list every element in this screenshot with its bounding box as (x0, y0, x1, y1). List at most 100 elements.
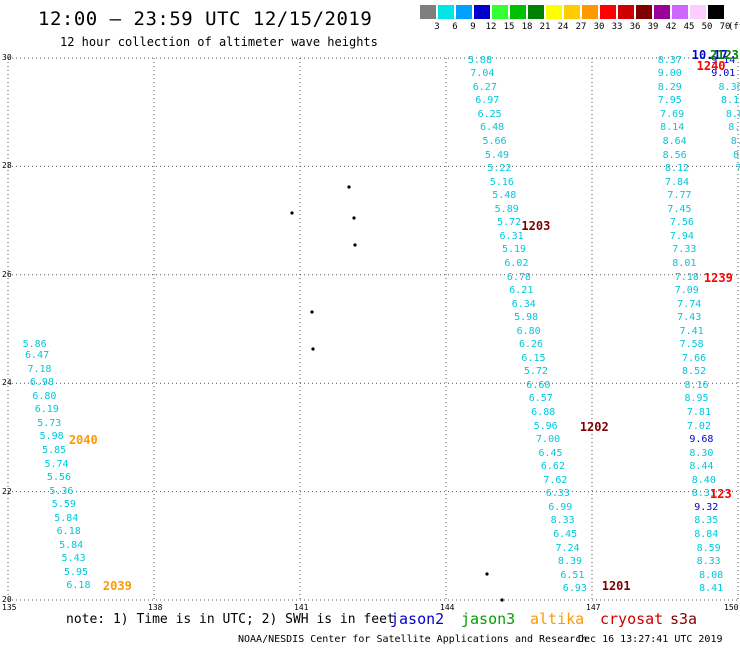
wave-height-value: 5.59 (51, 499, 76, 511)
lat-tick-label: 26 (2, 269, 12, 279)
legend-entry-cryosat: cryosat (600, 610, 664, 628)
island-mark (311, 347, 315, 351)
scale-swatch (600, 5, 616, 19)
wave-height-value: 6.57 (528, 393, 553, 405)
wave-height-value: 6.93 (562, 583, 587, 595)
scale-label: 6 (452, 22, 458, 32)
wave-height-value: 6.26 (519, 339, 544, 351)
wave-height-value: 6.02 (504, 257, 529, 269)
scale-label: 21 (539, 22, 551, 32)
wave-height-value: 7.77 (667, 190, 692, 202)
wave-height-value: 6.99 (548, 501, 573, 513)
wave-height-value: 6.80 (32, 390, 57, 402)
scale-swatch (582, 5, 598, 19)
scale-label: 42 (665, 22, 677, 32)
lat-tick-label: 20 (2, 595, 12, 604)
lat-tick-label: 24 (2, 378, 12, 388)
wave-height-value: 8.74 (730, 136, 740, 147)
island-mark (352, 216, 356, 220)
wave-height-value: 6.48 (480, 122, 505, 134)
wave-height-value: 7.04 (470, 68, 495, 80)
wave-height-value: 8.30 (689, 447, 714, 459)
wave-height-value: 7.94 (669, 230, 694, 242)
wave-height-value: 5.98 (514, 312, 539, 324)
wave-height-value: 8.64 (662, 136, 687, 147)
wave-height-value: 8.13 (720, 95, 740, 107)
wave-height-value: 6.25 (477, 108, 502, 120)
wave-height-value: 7.95 (657, 95, 682, 107)
scale-label: 33 (611, 22, 623, 32)
wave-height-value: 5.72 (523, 366, 548, 378)
scale-label: 3 (434, 22, 440, 32)
wave-height-value: 5.16 (489, 176, 514, 188)
wave-height-value: 7.81 (686, 407, 711, 418)
wave-height-value: 6.34 (511, 298, 536, 310)
wave-height-value: 5.36 (49, 485, 74, 497)
wave-height-value: 8.82 (725, 108, 740, 120)
scale-swatch (618, 5, 634, 19)
wave-height-value: 6.60 (526, 379, 551, 391)
lon-tick-label: 135 (2, 603, 17, 612)
scale-label: 70 (719, 22, 731, 32)
island-mark (500, 598, 504, 602)
legend-entry-s3a: s3a (670, 610, 698, 628)
lon-tick-label: 150 (724, 603, 739, 612)
wave-height-value: 5.84 (54, 512, 79, 524)
scale-label: 50 (701, 22, 713, 32)
wave-height-value: 7.61 (735, 163, 740, 175)
units-note: note: 1) Time is in UTC; 2) SWH is in fe… (66, 612, 395, 627)
wave-height-value: 9.00 (657, 68, 682, 80)
wave-height-value: 7.43 (677, 312, 702, 324)
credit-line: NOAA/NESDIS Center for Satellite Applica… (238, 634, 588, 645)
pass-time-label: 1239 (703, 270, 733, 285)
wave-height-value: 6.27 (472, 81, 497, 93)
island-mark (347, 185, 351, 189)
pass-time-label: 1201 (601, 579, 631, 594)
scale-swatch (564, 5, 580, 19)
lon-tick-label: 147 (586, 603, 601, 612)
wave-height-value: 7.84 (665, 176, 690, 188)
scale-swatch (654, 5, 670, 19)
wave-height-value: 8.16 (684, 379, 709, 391)
wave-height-value: 8.08 (699, 569, 724, 581)
wave-height-value: 5.86 (22, 339, 47, 351)
wave-height-value: 8.33 (550, 515, 575, 527)
pass-time-label: 2039 (102, 579, 132, 594)
wave-height-value: 6.98 (29, 377, 54, 389)
wave-height-value: 7.24 (555, 542, 580, 554)
scale-swatch (420, 5, 436, 19)
wave-height-value: 8.05 (733, 149, 740, 161)
wave-height-value: 6.62 (540, 461, 565, 473)
wave-height-value: 8.36 (718, 81, 740, 93)
wave-height-value: 8.01 (672, 257, 697, 269)
wave-height-value: 6.80 (516, 325, 541, 337)
wave-height-value: 9.01 (711, 68, 736, 80)
wave-height-value: 5.19 (501, 244, 527, 256)
scale-label: 9 (470, 22, 476, 32)
wave-height-value: 7.41 (679, 325, 704, 337)
wave-height-value: 5.66 (482, 136, 507, 147)
wave-height-value: 7.02 (686, 420, 711, 432)
wave-height-value: 6.31 (499, 230, 524, 242)
pass-time-label: 1240 (696, 59, 726, 74)
wave-height-value: 7.18 (27, 363, 52, 375)
map-title: 12:00 — 23:59 UTC 12/15/2019 (38, 8, 373, 30)
wave-height-value: 5.73 (37, 417, 62, 429)
wave-height-value: 5.85 (42, 444, 67, 456)
wave-height-value: 5.48 (492, 190, 517, 202)
scale-swatch (528, 5, 544, 19)
wave-height-value: 6.51 (560, 569, 585, 581)
wave-height-value: 5.43 (61, 553, 86, 565)
wave-height-value: 6.88 (531, 407, 556, 418)
wave-height-value: 8.40 (691, 474, 716, 486)
wave-height-value: 5.72 (497, 217, 522, 229)
scale-swatch (492, 5, 508, 19)
island-mark (290, 211, 294, 215)
wave-height-value: 5.49 (484, 149, 510, 161)
scale-unit: (ft) (728, 22, 740, 32)
scale-label: 30 (593, 22, 605, 32)
wave-height-value: 5.98 (39, 431, 64, 443)
wave-height-value: 8.35 (694, 515, 719, 527)
wave-height-value: 7.56 (669, 217, 694, 229)
lon-tick-label: 141 (294, 603, 309, 612)
